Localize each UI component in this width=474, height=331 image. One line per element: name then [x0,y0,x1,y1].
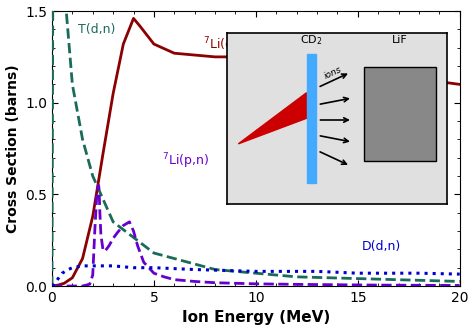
Text: D(d,n): D(d,n) [362,240,401,253]
Y-axis label: Cross Section (barns): Cross Section (barns) [6,64,19,233]
Text: T(d,n): T(d,n) [79,23,116,36]
Text: $^{7}$Li(p,n): $^{7}$Li(p,n) [162,151,209,171]
Text: $^{7}$Li(d,xn): $^{7}$Li(d,xn) [203,36,257,53]
X-axis label: Ion Energy (MeV): Ion Energy (MeV) [182,310,330,325]
